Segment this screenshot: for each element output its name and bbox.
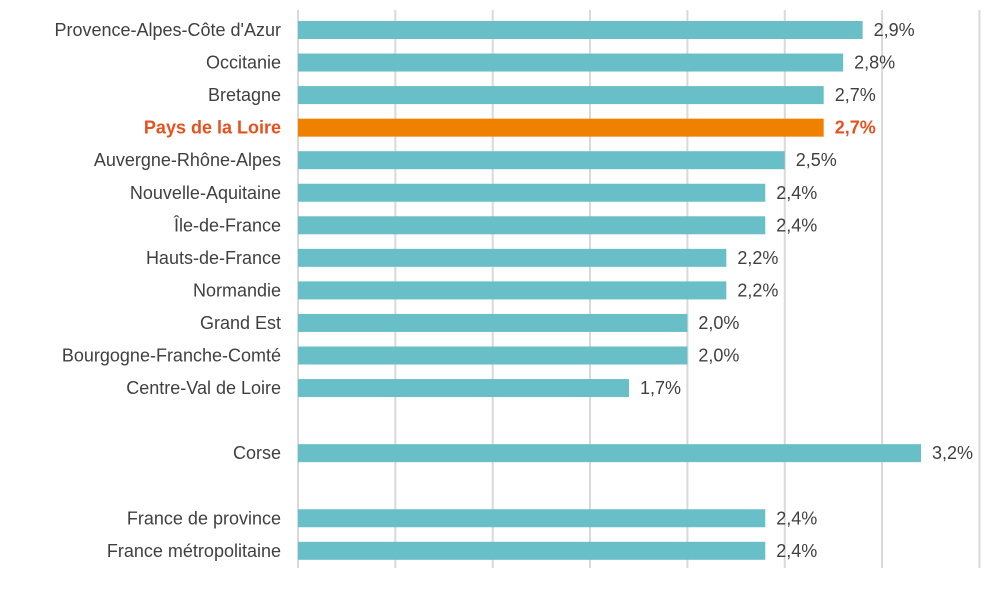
category-label: France métropolitaine	[107, 541, 281, 561]
bar	[298, 53, 844, 72]
bar	[298, 346, 688, 365]
label-layer: Provence-Alpes-Côte d'Azur 2,9% Occitanie 2…	[54, 20, 973, 561]
bar	[298, 379, 629, 398]
bar	[298, 444, 922, 463]
bar	[298, 248, 727, 267]
bar	[298, 151, 785, 170]
category-label: Grand Est	[200, 313, 281, 333]
value-label: 2,2%	[737, 280, 778, 300]
bar	[298, 313, 688, 332]
value-label: 2,0%	[698, 346, 739, 366]
category-label: Occitanie	[206, 53, 281, 73]
category-label: Nouvelle-Aquitaine	[130, 183, 281, 203]
category-label: Corse	[233, 443, 281, 463]
category-label: Normandie	[193, 280, 281, 300]
value-label: 2,5%	[796, 150, 837, 170]
value-label: 2,8%	[854, 53, 895, 73]
category-label: Centre-Val de Loire	[126, 378, 281, 398]
value-label: 2,4%	[776, 215, 817, 235]
category-label: France de province	[127, 508, 281, 528]
category-label: Hauts-de-France	[146, 248, 281, 268]
bar-layer	[298, 21, 922, 560]
category-label: Auvergne-Rhône-Alpes	[94, 150, 281, 170]
category-label: Île-de-France	[173, 215, 281, 235]
value-label: 2,7%	[835, 85, 876, 105]
value-label: 3,2%	[932, 443, 973, 463]
category-label: Pays de la Loire	[144, 118, 281, 138]
value-label: 2,4%	[776, 508, 817, 528]
bar	[298, 21, 863, 39]
bar	[298, 281, 727, 300]
value-label: 1,7%	[640, 378, 681, 398]
value-label: 2,4%	[776, 183, 817, 203]
category-label: Provence-Alpes-Côte d'Azur	[54, 20, 281, 40]
bar	[298, 509, 766, 528]
category-label: Bourgogne-Franche-Comté	[62, 346, 281, 366]
bar	[298, 183, 766, 202]
value-label: 2,2%	[737, 248, 778, 268]
bar	[298, 541, 766, 560]
category-label: Bretagne	[208, 85, 281, 105]
value-label: 2,4%	[776, 541, 817, 561]
value-label: 2,9%	[874, 20, 915, 40]
bar	[298, 216, 766, 235]
value-label: 2,0%	[698, 313, 739, 333]
bar	[298, 86, 824, 105]
bar-highlight	[298, 118, 824, 137]
value-label: 2,7%	[835, 118, 876, 138]
